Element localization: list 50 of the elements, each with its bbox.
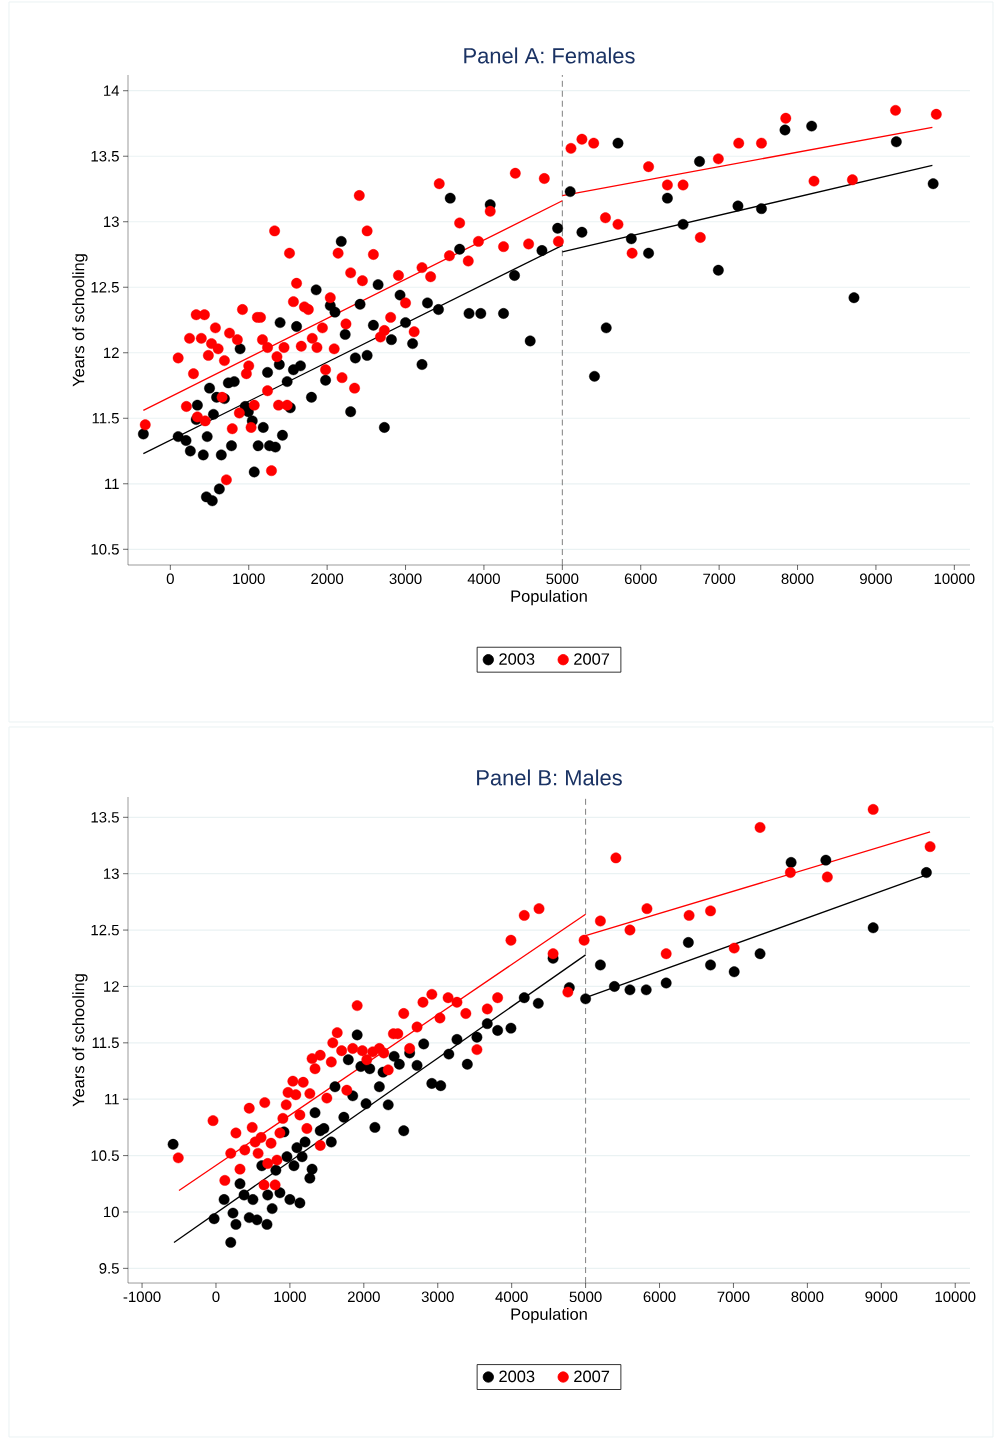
x-tick-label: 6000: [643, 1291, 676, 1303]
y-tick-label: 12: [104, 347, 119, 358]
x-tick-label: 5000: [569, 1291, 602, 1303]
x-tick-label: 10000: [935, 1291, 976, 1303]
x-tick-label: 2000: [347, 1291, 380, 1303]
x-tick-label: 6000: [624, 573, 657, 585]
y-axis-title: Years of schooling: [72, 254, 88, 387]
x-tick-label: 8000: [791, 1291, 824, 1303]
y-tick-label: 13.5: [91, 150, 119, 162]
x-tick-label: 4000: [495, 1291, 528, 1303]
y-tick-label: 9.5: [99, 1263, 119, 1274]
x-tick-label: 5000: [546, 573, 579, 585]
legend-label: 2003: [499, 1370, 535, 1383]
y-tick-label: 11.5: [92, 413, 119, 424]
y-tick-label: 14: [104, 85, 120, 96]
x-tick-label: 10000: [934, 573, 975, 585]
x-tick-label: 7000: [717, 1291, 750, 1303]
x-tick-label: 4000: [467, 573, 500, 585]
y-tick-label: 12.5: [91, 924, 119, 936]
x-tick-label: 2000: [311, 573, 344, 585]
y-tick-label: 13: [104, 868, 119, 879]
x-tick-label: 8000: [781, 573, 814, 585]
x-axis-title: Population: [511, 1307, 587, 1324]
legend-label: 2007: [574, 653, 610, 665]
x-tick-label: 9000: [860, 573, 892, 585]
x-tick-label: 0: [166, 573, 174, 585]
y-tick-label: 10: [104, 1206, 119, 1218]
x-tick-label: 0: [212, 1291, 220, 1303]
y-tick-label: 13.5: [91, 812, 119, 823]
y-tick-label: 10.5: [91, 1150, 119, 1161]
y-tick-label: 11.5: [92, 1037, 119, 1049]
y-tick-label: 11: [105, 1094, 119, 1105]
y-tick-label: 10.5: [91, 543, 119, 555]
y-tick-label: 12.5: [91, 281, 119, 293]
y-axis-title: Years of schooling: [72, 974, 88, 1107]
legend-label: 2003: [499, 653, 535, 665]
legend-label: 2007: [574, 1370, 610, 1383]
chart-title: Panel A: Females: [464, 47, 635, 64]
x-tick-label: -1000: [123, 1291, 161, 1303]
x-tick-label: 7000: [703, 573, 736, 585]
chart-title: Panel B: Males: [477, 769, 622, 786]
x-tick-label: 9000: [865, 1291, 898, 1303]
x-tick-label: 3000: [421, 1291, 454, 1303]
y-tick-label: 13: [104, 216, 119, 228]
y-tick-label: 11: [105, 478, 119, 489]
x-axis-title: Population: [511, 589, 587, 606]
x-tick-label: 3000: [389, 573, 422, 585]
y-tick-label: 12: [104, 981, 119, 992]
x-tick-label: 1000: [233, 573, 265, 585]
x-tick-label: 1000: [274, 1291, 306, 1303]
